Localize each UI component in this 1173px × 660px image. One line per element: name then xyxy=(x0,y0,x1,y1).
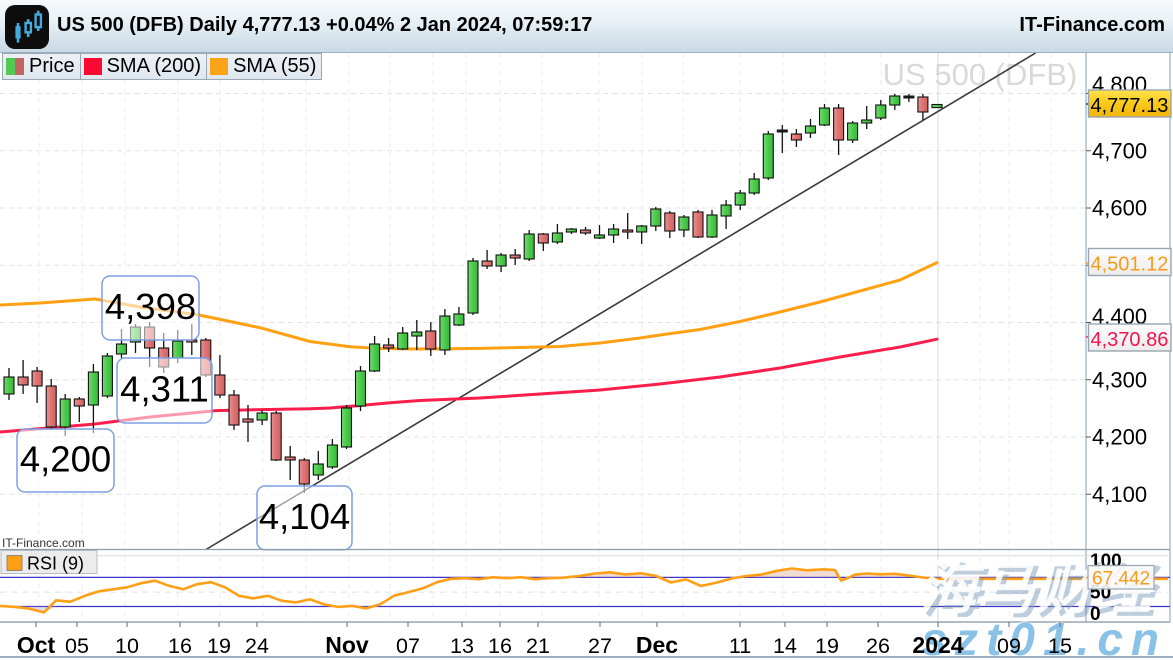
svg-text:09: 09 xyxy=(997,634,1021,658)
svg-text:4,300: 4,300 xyxy=(1092,367,1147,392)
svg-text:26: 26 xyxy=(866,634,890,658)
svg-text:4,311: 4,311 xyxy=(120,369,209,410)
svg-text:4,501.12: 4,501.12 xyxy=(1091,254,1169,276)
svg-text:4,600: 4,600 xyxy=(1092,196,1147,221)
svg-text:2024: 2024 xyxy=(912,632,963,658)
svg-text:4,398: 4,398 xyxy=(105,286,196,327)
svg-text:4,370.86: 4,370.86 xyxy=(1091,329,1169,351)
svg-text:24: 24 xyxy=(245,634,269,658)
svg-text:67.442: 67.442 xyxy=(1092,569,1150,590)
svg-text:15: 15 xyxy=(1048,634,1072,658)
svg-text:szt01.cn: szt01.cn xyxy=(921,613,1167,660)
svg-text:16: 16 xyxy=(488,634,512,658)
svg-text:14: 14 xyxy=(773,634,797,658)
svg-text:RSI (9): RSI (9) xyxy=(27,554,84,574)
svg-text:10: 10 xyxy=(115,634,139,658)
svg-text:11: 11 xyxy=(729,634,751,658)
svg-text:07: 07 xyxy=(396,634,420,658)
svg-text:16: 16 xyxy=(168,634,192,658)
svg-text:Dec: Dec xyxy=(636,632,678,658)
svg-text:0: 0 xyxy=(1090,604,1101,625)
svg-text:Oct: Oct xyxy=(17,632,56,658)
svg-text:IT-Finance.com: IT-Finance.com xyxy=(2,536,85,550)
svg-text:4,100: 4,100 xyxy=(1092,482,1147,507)
svg-text:4,700: 4,700 xyxy=(1092,138,1147,163)
svg-text:4,777.13: 4,777.13 xyxy=(1091,95,1169,117)
svg-text:27: 27 xyxy=(588,634,612,658)
svg-text:05: 05 xyxy=(65,634,89,658)
svg-text:4,104: 4,104 xyxy=(259,496,350,537)
svg-text:19: 19 xyxy=(207,634,231,658)
svg-text:4,200: 4,200 xyxy=(20,439,111,480)
svg-text:Nov: Nov xyxy=(325,632,369,658)
svg-text:13: 13 xyxy=(450,634,474,658)
svg-text:4,200: 4,200 xyxy=(1092,425,1147,450)
svg-text:19: 19 xyxy=(815,634,839,658)
svg-text:21: 21 xyxy=(526,634,550,658)
